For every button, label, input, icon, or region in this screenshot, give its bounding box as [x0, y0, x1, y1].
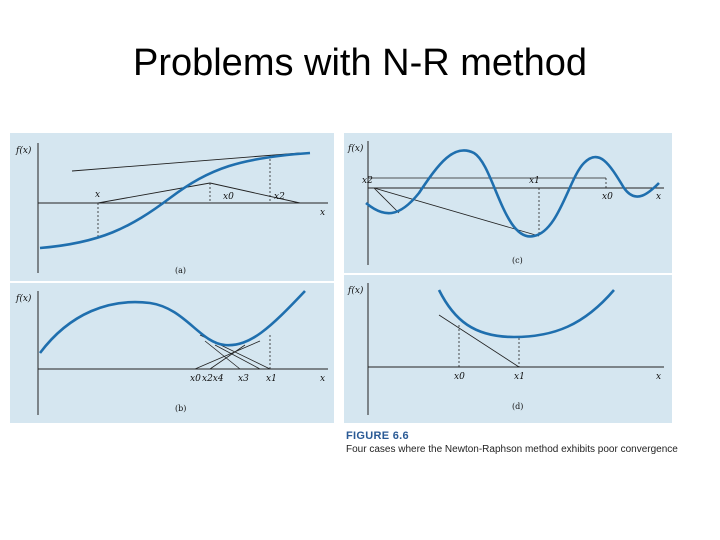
- x-label-0: x0: [190, 374, 201, 384]
- xlabel: x: [320, 374, 325, 384]
- x-label-1: x2x4: [202, 374, 224, 384]
- ylabel: f(x): [15, 293, 32, 304]
- figure-caption: FIGURE 6.6 Four cases where the Newton-R…: [346, 430, 706, 455]
- function-curve: [365, 149, 660, 238]
- panel-b: f(x) x x0 x2x4 x3 x1 (b): [10, 283, 334, 423]
- xlabel: x: [656, 192, 661, 202]
- slide-title: Problems with N-R method: [132, 42, 588, 84]
- x-label-3: x1: [266, 374, 277, 384]
- function-curve: [437, 289, 615, 339]
- function-curve: [38, 290, 306, 354]
- x-label-1: x0: [223, 192, 234, 202]
- ylabel: f(x): [347, 285, 364, 296]
- function-curve: [39, 151, 311, 250]
- xlabel: x: [320, 208, 325, 218]
- panel-c: f(x) x x2 x1 x0 (c): [344, 133, 672, 273]
- x-label-2: x0: [602, 192, 613, 202]
- ylabel: f(x): [347, 143, 364, 154]
- x-label-0: x0: [454, 372, 465, 382]
- x-label-2: x2: [274, 192, 285, 202]
- x-label-1: x1: [514, 372, 525, 382]
- panel-a: f(x) x x x0 x2 (a): [10, 133, 334, 281]
- panel-tag: (a): [175, 266, 186, 275]
- panel-tag: (b): [175, 404, 186, 413]
- panel-b-plot: f(x) x x0 x2x4 x3 x1 (b): [15, 290, 328, 415]
- panel-d: f(x) x x0 x1 (d): [344, 275, 672, 423]
- panel-tag: (d): [512, 402, 523, 411]
- figure-caption-text: Four cases where the Newton-Raphson meth…: [346, 444, 678, 455]
- xlabel: x: [656, 372, 661, 382]
- x-label-2: x3: [238, 374, 249, 384]
- figure-number: FIGURE 6.6: [346, 430, 409, 442]
- x-label-0: x: [95, 190, 100, 200]
- panel-tag: (c): [512, 256, 523, 265]
- panel-d-plot: f(x) x x0 x1 (d): [347, 283, 664, 415]
- panel-a-plot: f(x) x x x0 x2 (a): [15, 143, 328, 275]
- ylabel: f(x): [15, 145, 32, 156]
- x-label-0: x2: [362, 176, 373, 186]
- x-label-1: x1: [529, 176, 540, 186]
- panel-c-plot: f(x) x x2 x1 x0 (c): [347, 141, 664, 265]
